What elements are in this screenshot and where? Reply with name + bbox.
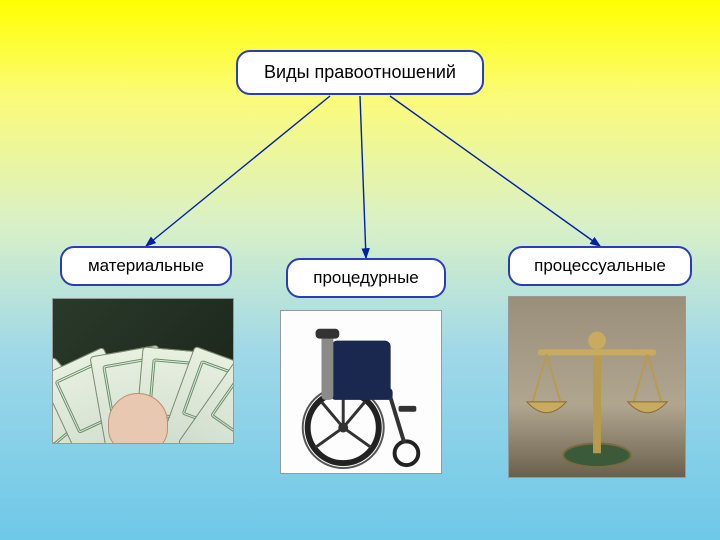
child-label: процедурные	[313, 268, 419, 287]
scales-image	[508, 296, 686, 478]
root-label: Виды правоотношений	[264, 62, 456, 82]
child-label: материальные	[88, 256, 204, 275]
child-processual: процессуальные	[508, 246, 692, 286]
money-image	[52, 298, 234, 444]
root-node: Виды правоотношений	[236, 50, 484, 95]
child-material: материальные	[60, 246, 232, 286]
child-procedural: процедурные	[286, 258, 446, 298]
child-label: процессуальные	[534, 256, 666, 275]
wheelchair-image	[280, 310, 442, 474]
